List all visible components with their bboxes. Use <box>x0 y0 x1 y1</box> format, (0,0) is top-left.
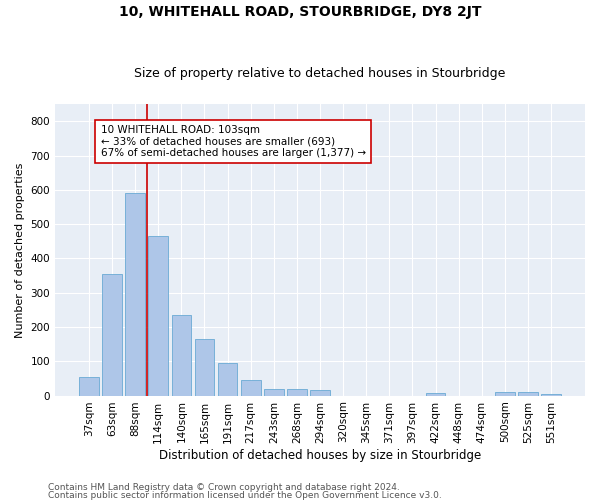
Bar <box>426 393 445 396</box>
Bar <box>541 394 561 396</box>
Bar <box>218 363 238 396</box>
Title: Size of property relative to detached houses in Stourbridge: Size of property relative to detached ho… <box>134 66 506 80</box>
Bar <box>495 392 515 396</box>
Text: 10, WHITEHALL ROAD, STOURBRIDGE, DY8 2JT: 10, WHITEHALL ROAD, STOURBRIDGE, DY8 2JT <box>119 5 481 19</box>
Text: Contains public sector information licensed under the Open Government Licence v3: Contains public sector information licen… <box>48 490 442 500</box>
Text: Contains HM Land Registry data © Crown copyright and database right 2024.: Contains HM Land Registry data © Crown c… <box>48 484 400 492</box>
X-axis label: Distribution of detached houses by size in Stourbridge: Distribution of detached houses by size … <box>159 450 481 462</box>
Bar <box>518 392 538 396</box>
Y-axis label: Number of detached properties: Number of detached properties <box>15 162 25 338</box>
Bar <box>287 388 307 396</box>
Bar <box>310 390 330 396</box>
Bar <box>148 236 168 396</box>
Bar <box>125 194 145 396</box>
Bar <box>102 274 122 396</box>
Bar <box>241 380 260 396</box>
Bar <box>79 376 99 396</box>
Bar <box>264 388 284 396</box>
Bar <box>194 339 214 396</box>
Bar <box>172 315 191 396</box>
Text: 10 WHITEHALL ROAD: 103sqm
← 33% of detached houses are smaller (693)
67% of semi: 10 WHITEHALL ROAD: 103sqm ← 33% of detac… <box>101 125 365 158</box>
